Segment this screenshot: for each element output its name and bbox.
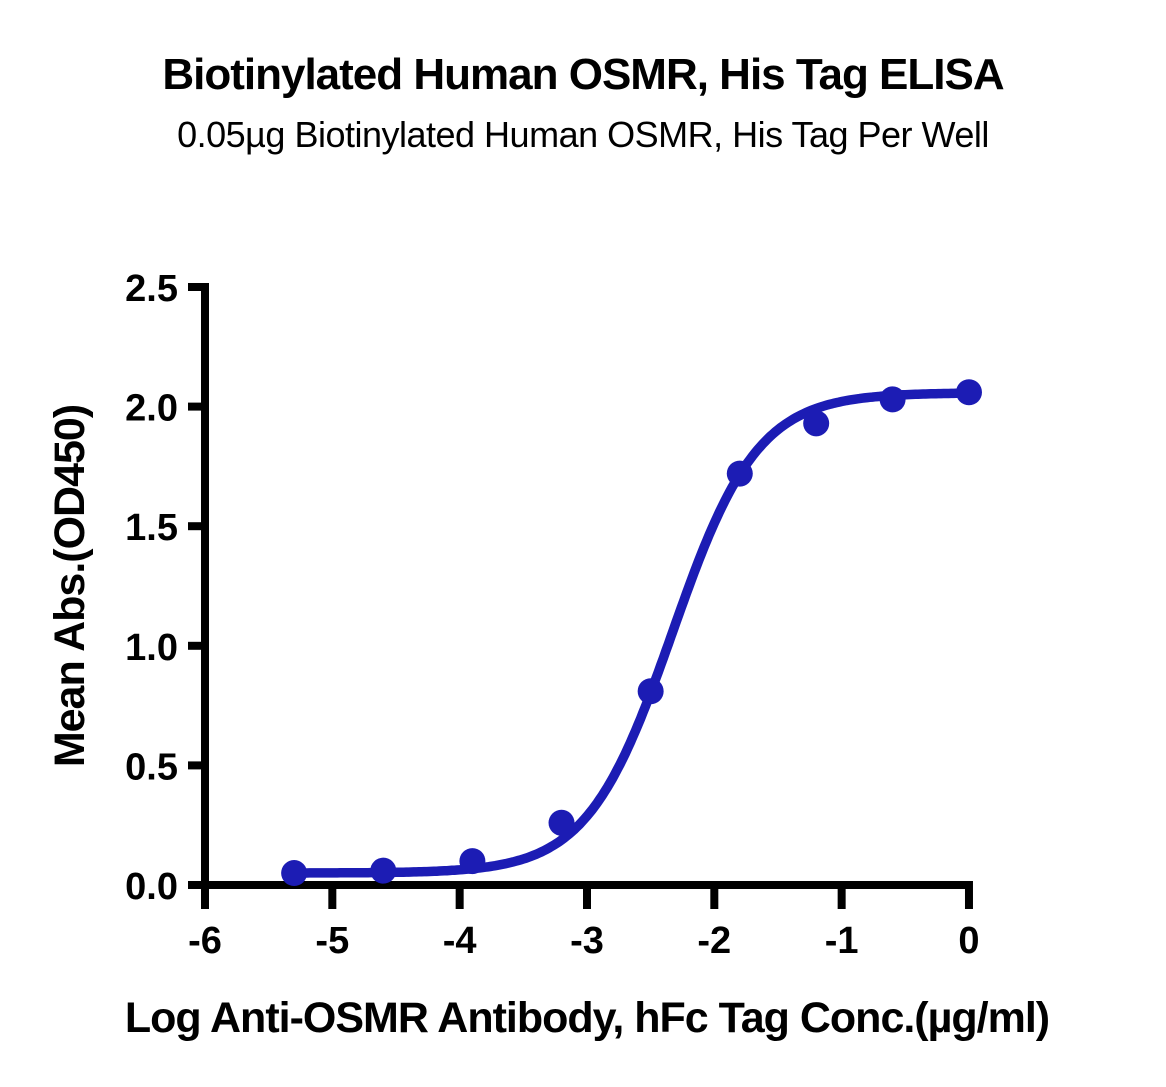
data-point [803, 410, 830, 437]
y-tick-label: 0.0 [125, 866, 178, 908]
x-tick-label: -3 [570, 920, 604, 962]
y-tick-label: 1.5 [125, 507, 178, 549]
x-tick-label: -6 [188, 920, 222, 962]
fit-curve [289, 388, 974, 878]
chart-subtitle: 0.05µg Biotinylated Human OSMR, His Tag … [177, 114, 989, 155]
y-tick-label: 2.0 [125, 388, 178, 430]
x-axis-title: Log Anti-OSMR Antibody, hFc Tag Conc.(µg… [125, 994, 1049, 1042]
data-point [955, 379, 982, 406]
data-point [370, 857, 397, 884]
chart-title: Biotinylated Human OSMR, His Tag ELISA [162, 50, 1004, 99]
x-tick-label: -2 [697, 920, 731, 962]
data-point [879, 386, 906, 413]
x-tick-label: -4 [443, 920, 477, 962]
y-axis-title: Mean Abs.(OD450) [46, 405, 94, 767]
x-tick-label: -5 [315, 920, 349, 962]
data-point [726, 460, 753, 487]
x-tick-label: -1 [825, 920, 859, 962]
y-tick-label: 2.5 [125, 268, 178, 310]
data-point [637, 678, 664, 705]
data-point [281, 860, 308, 887]
x-tick-label: 0 [958, 920, 979, 962]
y-tick-label: 1.0 [125, 627, 178, 669]
y-tick-label: 0.5 [125, 746, 178, 788]
data-point [459, 848, 486, 875]
data-point [548, 809, 575, 836]
